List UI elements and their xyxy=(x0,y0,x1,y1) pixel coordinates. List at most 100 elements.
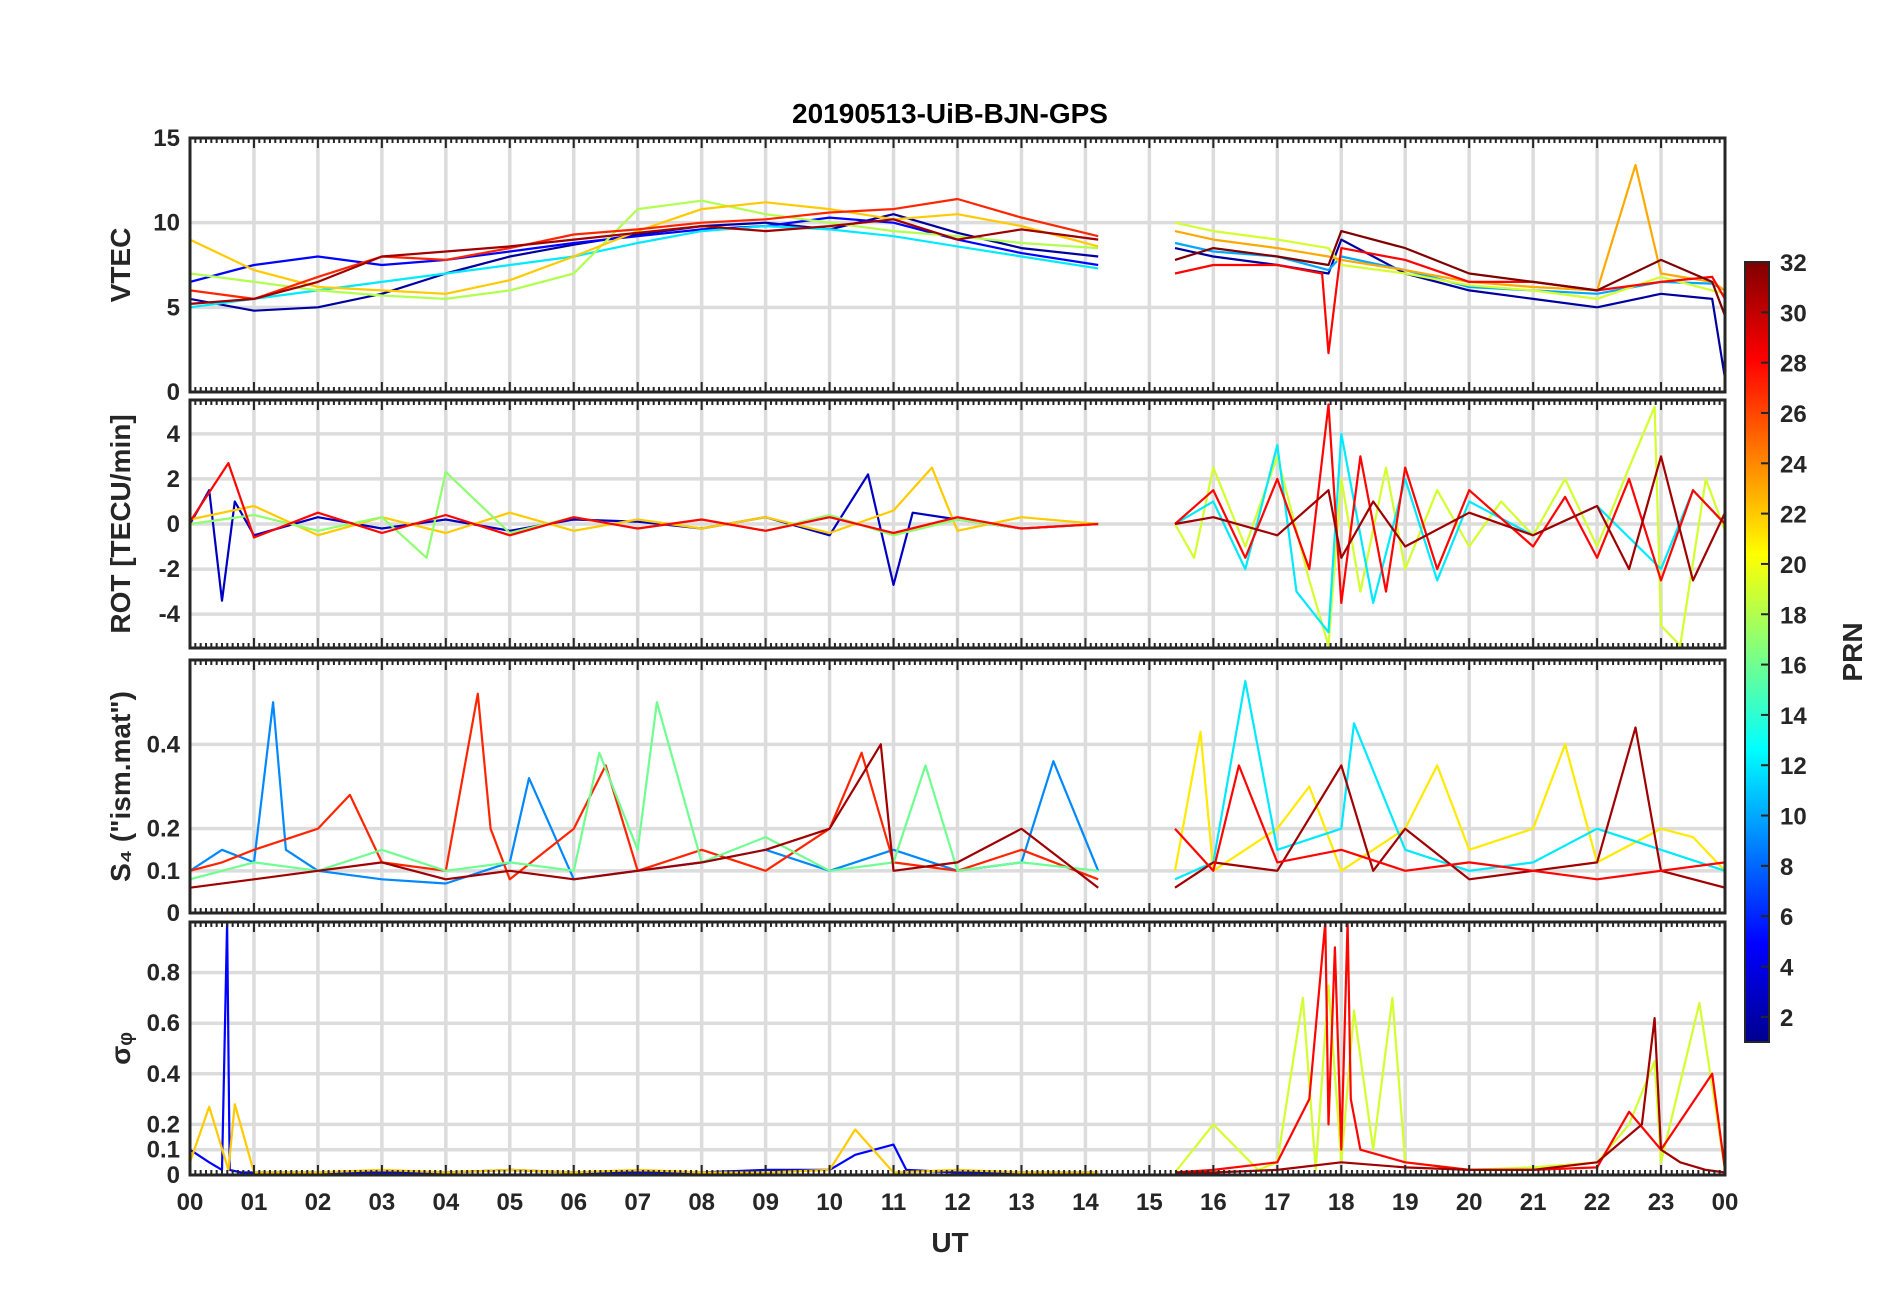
series-prn-31 xyxy=(1174,726,1725,889)
series-prn-28 xyxy=(190,462,1099,539)
series-prn-31 xyxy=(190,218,1099,305)
colorbar-tick-label: 12 xyxy=(1780,753,1807,780)
x-tick-label: 04 xyxy=(432,1189,459,1216)
x-tick-label: 15 xyxy=(1136,1189,1163,1216)
y-tick-label: 0 xyxy=(167,900,180,927)
series-prn-21 xyxy=(1173,730,1725,872)
colorbar-tick-label: 30 xyxy=(1780,300,1807,327)
series-prn-27 xyxy=(190,197,1099,300)
y-tick-label: 0 xyxy=(167,379,180,406)
y-tick-label: 0.2 xyxy=(147,816,180,843)
y-tick-label: 15 xyxy=(153,125,180,152)
x-tick-label: 18 xyxy=(1328,1189,1355,1216)
x-tick-label: 03 xyxy=(369,1189,396,1216)
x-tick-label: 05 xyxy=(496,1189,523,1216)
x-tick-label: 06 xyxy=(560,1189,587,1216)
y-tick-label: 0 xyxy=(167,511,180,538)
series-prn-19 xyxy=(1174,221,1725,300)
y-tick-label: 4 xyxy=(167,421,181,448)
series-prn-19 xyxy=(1174,984,1725,1174)
series-prn-22 xyxy=(190,1103,1099,1174)
colorbar-tick-label: 14 xyxy=(1780,703,1807,730)
x-tick-labels: 00 01 02 03 04 05 06 07 08 09 10 11 12 13 14 15 16 17 18 19… xyxy=(177,1189,1739,1216)
series-prn-2 xyxy=(190,213,1099,312)
series-prn-22 xyxy=(190,201,1099,295)
y-tick-label: -4 xyxy=(159,601,181,628)
y-tick-label: 0.4 xyxy=(147,1061,181,1088)
y-axis-label: S₄ ("ism.mat") xyxy=(105,691,136,882)
x-tick-label: 09 xyxy=(752,1189,779,1216)
x-tick-label: 10 xyxy=(816,1189,843,1216)
colorbar-tick-label: 6 xyxy=(1780,904,1793,931)
colorbar-tick-label: 16 xyxy=(1780,653,1807,680)
x-tick-label: 21 xyxy=(1520,1189,1547,1216)
series-prn-31 xyxy=(1174,455,1725,582)
series-prn-3 xyxy=(190,473,1099,602)
y-tick-label: 5 xyxy=(167,294,180,321)
series-prn-28 xyxy=(1174,764,1725,881)
y-tick-label: 0.1 xyxy=(147,1137,180,1164)
series-prn-28 xyxy=(1174,922,1725,1174)
series-prn-27 xyxy=(190,692,1099,881)
chart-title: 20190513-UiB-BJN-GPS xyxy=(792,98,1108,129)
x-tick-label: 14 xyxy=(1072,1189,1099,1216)
colorbar-tick-label: 32 xyxy=(1780,250,1807,277)
x-axis-label: UT xyxy=(931,1227,968,1258)
series-prn-32 xyxy=(1174,230,1725,317)
x-tick-label: 08 xyxy=(688,1189,715,1216)
colorbar-tick-label: 8 xyxy=(1780,854,1793,881)
x-tick-label: 23 xyxy=(1648,1189,1675,1216)
colorbar-tick-label: 20 xyxy=(1780,552,1807,579)
series-prn-5 xyxy=(190,216,1099,283)
y-tick-label: 0.6 xyxy=(147,1010,180,1037)
panel-1: 0 5 10 15 VTEC xyxy=(105,125,1727,406)
series-prn-12 xyxy=(1174,432,1725,634)
x-tick-label: 20 xyxy=(1456,1189,1483,1216)
colorbar-tick-label: 10 xyxy=(1780,804,1807,831)
colorbar-tick-label: 18 xyxy=(1780,602,1807,629)
y-axis-label: σᵩ xyxy=(105,1032,136,1065)
series-prn-31 xyxy=(190,743,1099,889)
series-prn-28 xyxy=(1174,403,1725,604)
y-axis-label: ROT [TECU/min] xyxy=(105,414,136,633)
series-prn-28 xyxy=(1174,247,1725,355)
y-tick-label: 0.2 xyxy=(147,1111,180,1138)
series-prn-12 xyxy=(1174,680,1725,881)
colorbar-tick-label: 2 xyxy=(1780,1005,1793,1032)
x-tick-label: 19 xyxy=(1392,1189,1419,1216)
x-tick-label: 16 xyxy=(1200,1189,1227,1216)
series-group xyxy=(190,680,1725,889)
x-tick-label: 00 xyxy=(177,1189,204,1216)
colorbar-tick-label: 22 xyxy=(1780,502,1807,529)
y-axis-label: VTEC xyxy=(105,228,136,303)
y-tick-label: 0.1 xyxy=(147,858,180,885)
series-prn-2 xyxy=(1174,238,1725,379)
x-tick-label: 13 xyxy=(1008,1189,1035,1216)
x-tick-label: 07 xyxy=(624,1189,651,1216)
y-tick-label: 2 xyxy=(167,466,180,493)
series-prn-16 xyxy=(190,701,1099,881)
x-tick-label: 00 xyxy=(1712,1189,1739,1216)
series-prn-18 xyxy=(190,199,1099,300)
y-tick-label: 0 xyxy=(167,1162,180,1189)
panel-2: -4 -2 0 2 4 ROT [TECU/min] xyxy=(105,398,1727,650)
colorbar-tick-label: 26 xyxy=(1780,401,1807,428)
y-tick-label: 0.4 xyxy=(147,731,181,758)
y-tick-label: 0.8 xyxy=(147,960,180,987)
series-prn-31 xyxy=(1175,1017,1725,1174)
colorbar-scale xyxy=(1744,261,1770,1043)
x-tick-label: 22 xyxy=(1584,1189,1611,1216)
x-tick-label: 11 xyxy=(881,1189,906,1216)
panel-3: 0 0.1 0.2 0.4 S₄ ("ism.mat") xyxy=(105,658,1727,927)
series-group xyxy=(190,164,1725,379)
series-group xyxy=(190,403,1725,647)
series-prn-9 xyxy=(190,701,1100,885)
colorbar-tick-label: 24 xyxy=(1780,451,1807,478)
panel-4: 00.10.2 0.4 0.6 0.8 σᵩ xyxy=(105,920,1727,1189)
x-tick-label: 01 xyxy=(241,1189,268,1216)
colorbar-tick-label: 28 xyxy=(1780,351,1807,378)
